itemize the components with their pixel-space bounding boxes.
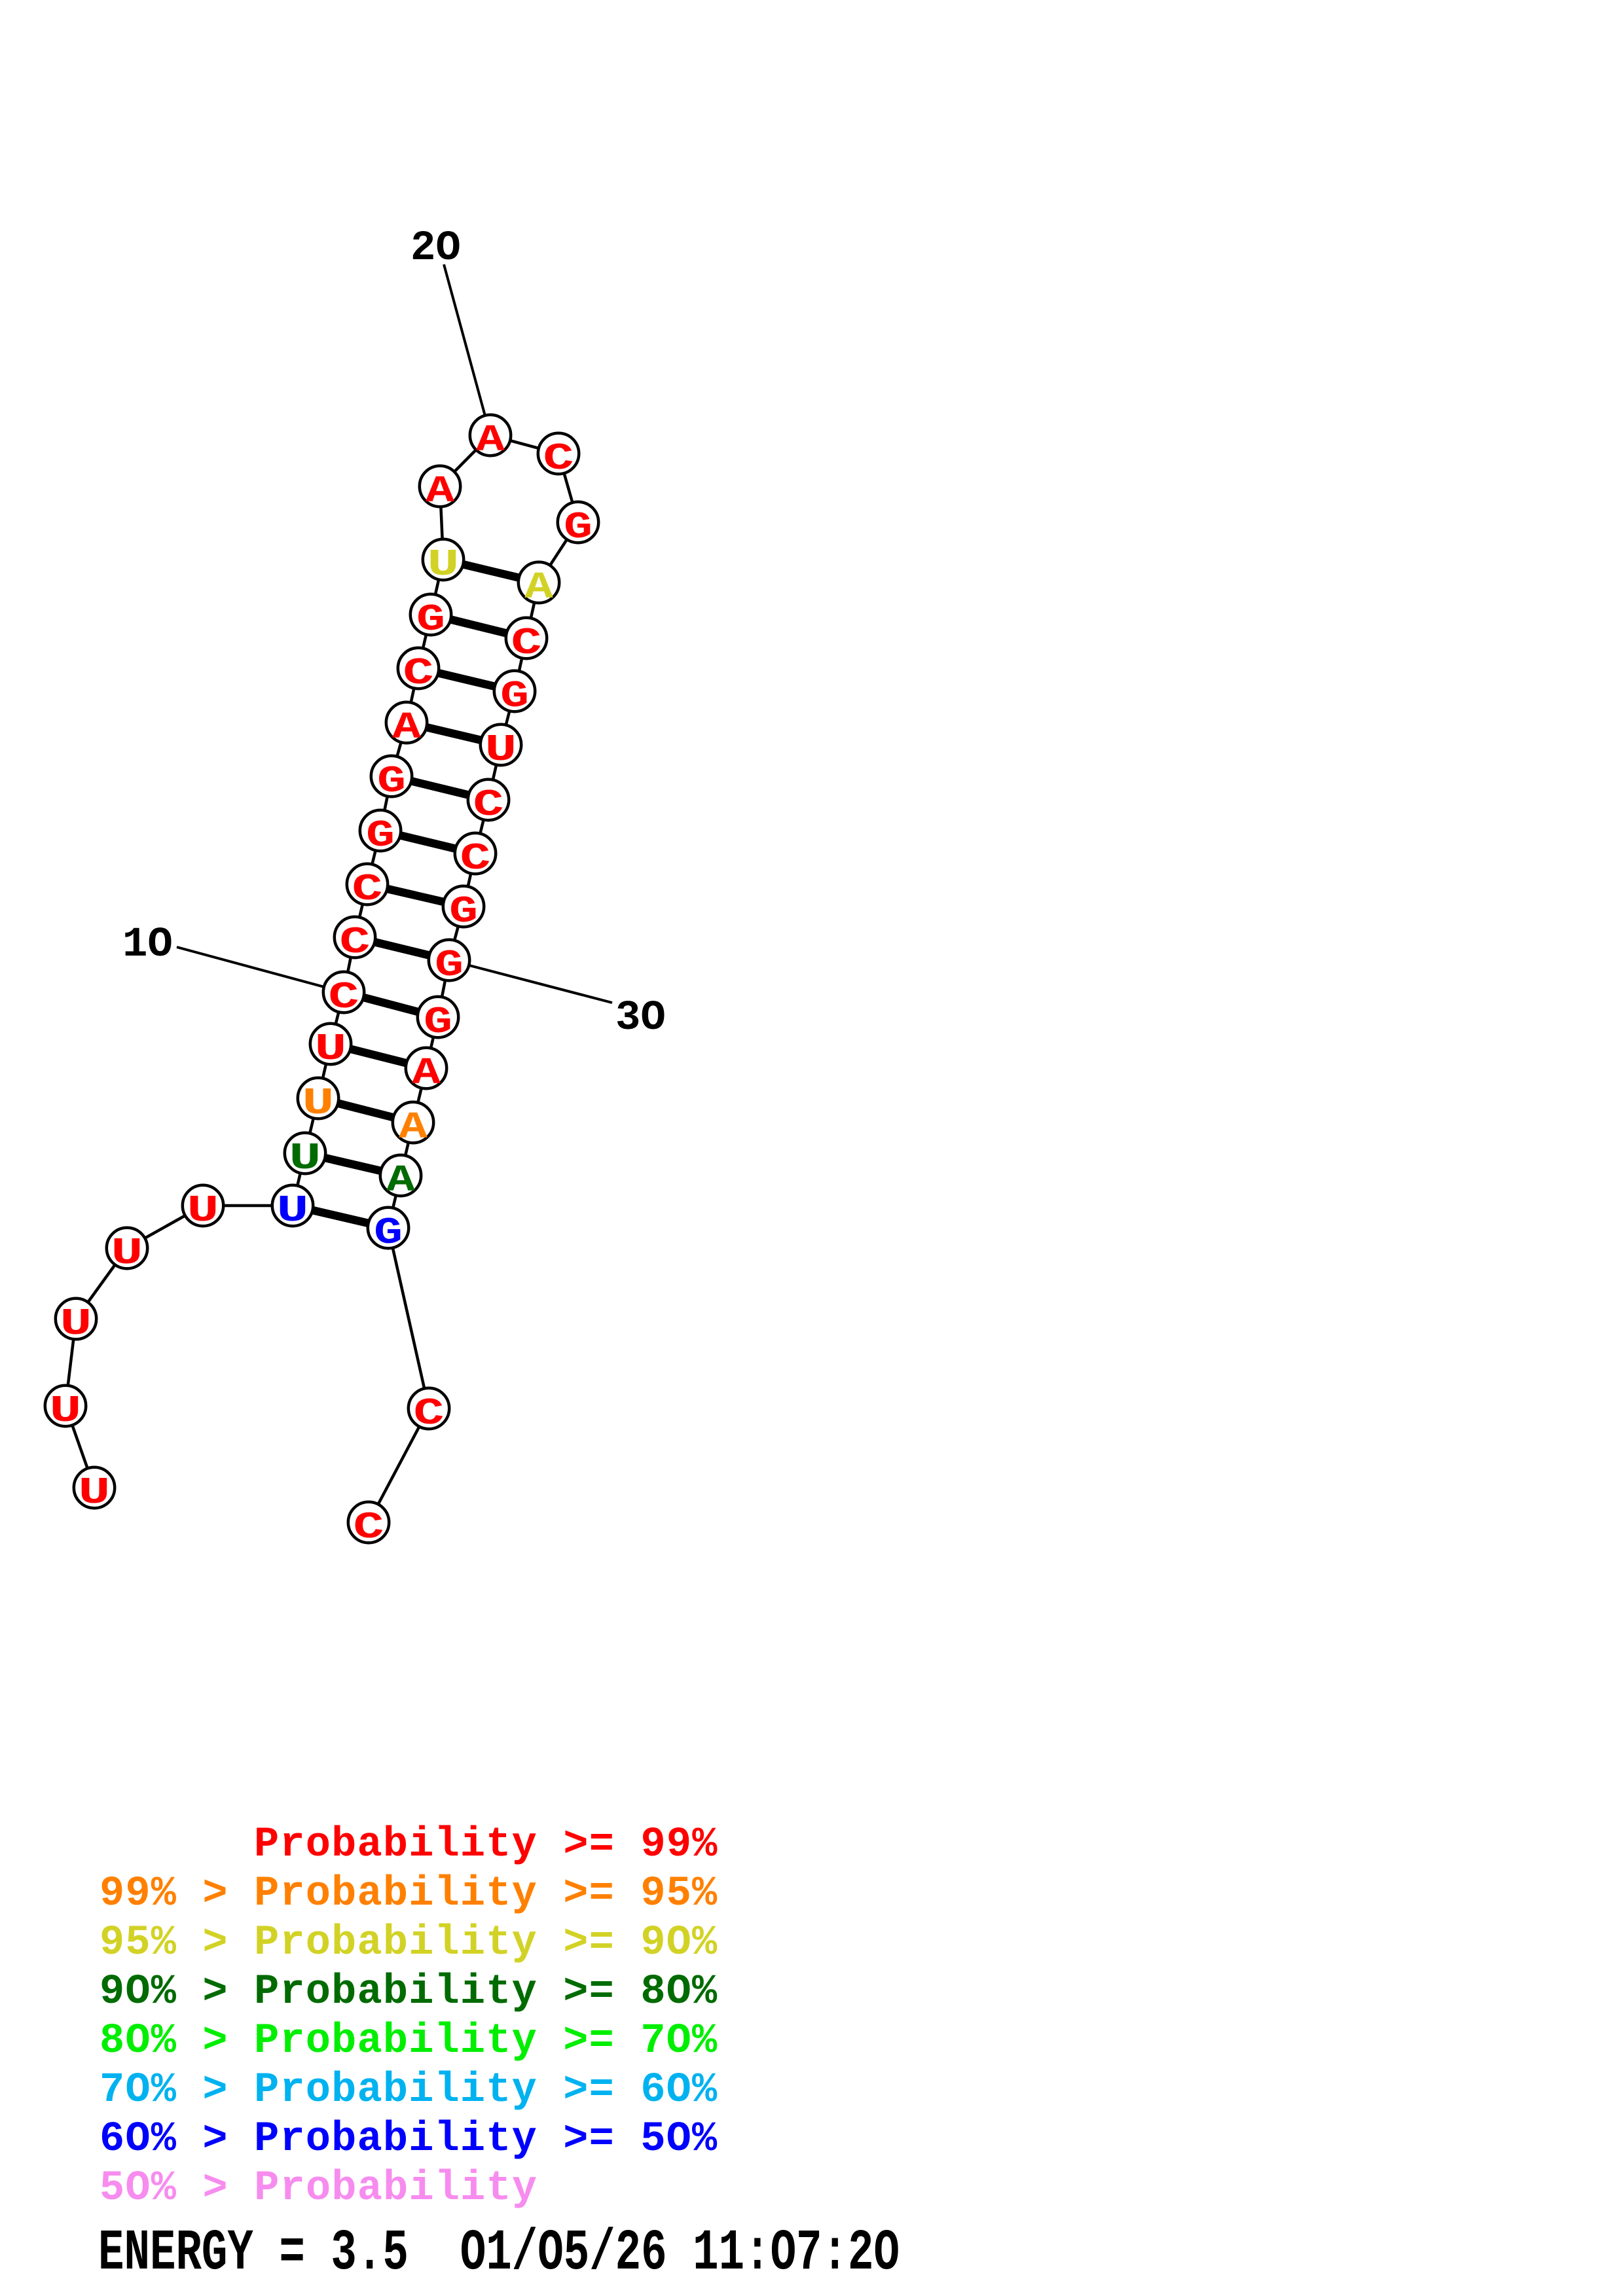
svg-text:G: G bbox=[366, 814, 395, 857]
svg-text:C: C bbox=[511, 622, 542, 664]
svg-text:A: A bbox=[399, 1107, 428, 1149]
svg-text:9O% > Probability >= 8O%: 9O% > Probability >= 8O% bbox=[100, 1969, 718, 2016]
svg-text:U: U bbox=[289, 1138, 321, 1180]
svg-text:U: U bbox=[187, 1190, 219, 1232]
svg-text:U: U bbox=[60, 1303, 92, 1346]
svg-text:A: A bbox=[386, 1160, 415, 1202]
svg-text:G: G bbox=[449, 890, 478, 933]
svg-text:G: G bbox=[564, 506, 593, 549]
svg-text:U: U bbox=[315, 1028, 347, 1071]
svg-text:C: C bbox=[460, 837, 491, 880]
svg-text:1O: 1O bbox=[122, 922, 173, 969]
svg-text:A: A bbox=[476, 420, 505, 462]
svg-text:G: G bbox=[500, 675, 529, 718]
svg-text:C: C bbox=[414, 1392, 445, 1435]
svg-text:8O% > Probability >= 7O%: 8O% > Probability >= 7O% bbox=[100, 2018, 718, 2065]
svg-text:G: G bbox=[424, 1001, 452, 1044]
svg-text:C: C bbox=[473, 783, 504, 826]
svg-text:C: C bbox=[329, 976, 359, 1018]
svg-text:2O: 2O bbox=[410, 225, 461, 272]
svg-text:ENERGY = 3.5 O1/O5/26 11:O7:2: ENERGY = 3.5 O1/O5/26 11:O7:2O bbox=[98, 2221, 900, 2286]
svg-text:U: U bbox=[50, 1390, 82, 1433]
svg-text:U: U bbox=[277, 1190, 309, 1232]
svg-text:U: U bbox=[111, 1232, 143, 1275]
svg-text:C: C bbox=[403, 652, 434, 694]
svg-text:C: C bbox=[354, 1506, 384, 1549]
svg-text:6O% > Probability >= 5O%: 6O% > Probability >= 5O% bbox=[100, 2116, 718, 2163]
svg-text:G: G bbox=[416, 598, 445, 641]
svg-text:U: U bbox=[79, 1472, 111, 1515]
svg-text:C: C bbox=[340, 921, 371, 963]
svg-text:U: U bbox=[428, 544, 460, 586]
svg-text:C: C bbox=[543, 437, 574, 480]
svg-text:A: A bbox=[392, 707, 421, 749]
svg-text:95% > Probability >= 9O%: 95% > Probability >= 9O% bbox=[100, 1920, 718, 1967]
svg-text:G: G bbox=[377, 760, 406, 803]
svg-text:A: A bbox=[426, 471, 454, 513]
svg-text:A: A bbox=[412, 1052, 441, 1095]
svg-text:U: U bbox=[302, 1083, 335, 1125]
svg-text:U: U bbox=[485, 729, 517, 772]
svg-text:Probability >= 99%: Probability >= 99% bbox=[254, 1821, 718, 1869]
svg-text:3O: 3O bbox=[615, 995, 666, 1042]
svg-text:5O% > Probability: 5O% > Probability bbox=[100, 2165, 537, 2212]
svg-text:7O% > Probability >= 6O%: 7O% > Probability >= 6O% bbox=[100, 2067, 718, 2114]
svg-text:99% > Probability >= 95%: 99% > Probability >= 95% bbox=[100, 1871, 718, 1918]
svg-text:G: G bbox=[435, 944, 464, 987]
svg-text:A: A bbox=[524, 567, 553, 609]
svg-text:G: G bbox=[374, 1211, 403, 1255]
svg-text:C: C bbox=[352, 868, 383, 910]
